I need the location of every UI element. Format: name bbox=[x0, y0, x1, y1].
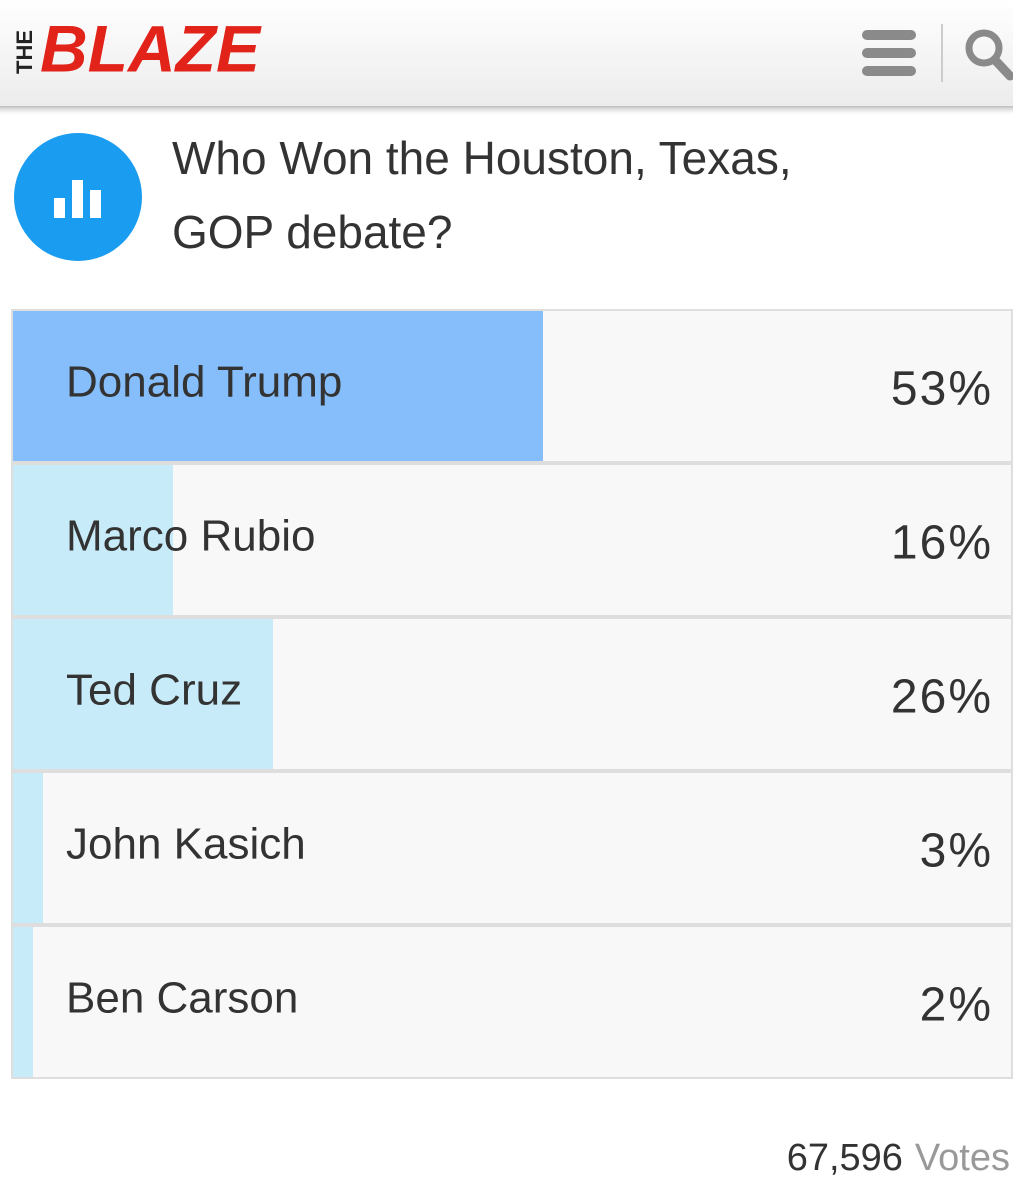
vote-total: 67,596 Votes bbox=[787, 1137, 1010, 1179]
poll-icon-bars bbox=[54, 180, 101, 218]
logo[interactable]: BLAZE bbox=[40, 11, 262, 85]
option-name: Ted Cruz bbox=[66, 666, 242, 715]
option-percent: 3% bbox=[920, 825, 993, 878]
option-name: Ben Carson bbox=[66, 974, 298, 1023]
menu-icon[interactable] bbox=[862, 30, 916, 76]
option-percent: 16% bbox=[891, 517, 993, 570]
vote-count: 67,596 bbox=[787, 1137, 903, 1179]
option-row[interactable] bbox=[11, 925, 1013, 1079]
vote-unit: Votes bbox=[915, 1137, 1010, 1179]
option-percent: 53% bbox=[891, 363, 993, 416]
option-name: Marco Rubio bbox=[66, 512, 315, 561]
header-shadow bbox=[0, 106, 1013, 116]
question-line: Who Won the Houston, Texas, bbox=[172, 132, 792, 184]
logo-prefix: THE bbox=[12, 30, 37, 74]
option-bar bbox=[13, 311, 543, 461]
option-bar bbox=[13, 465, 173, 615]
option-bar bbox=[13, 773, 43, 923]
search-icon[interactable] bbox=[965, 29, 1013, 81]
option-name: John Kasich bbox=[66, 820, 306, 869]
question-line: GOP debate? bbox=[172, 206, 452, 258]
option-bar bbox=[13, 927, 33, 1077]
option-bar bbox=[13, 619, 273, 769]
option-name: Donald Trump bbox=[66, 358, 342, 407]
option-row[interactable] bbox=[11, 771, 1013, 925]
option-row[interactable] bbox=[11, 463, 1013, 617]
header-bar bbox=[0, 0, 1013, 106]
poll-options: Donald Trump 53% Marco Rubio 16% Ted Cruz 26%… bbox=[11, 309, 1013, 1079]
option-percent: 2% bbox=[920, 979, 993, 1032]
option-percent: 26% bbox=[891, 671, 993, 724]
